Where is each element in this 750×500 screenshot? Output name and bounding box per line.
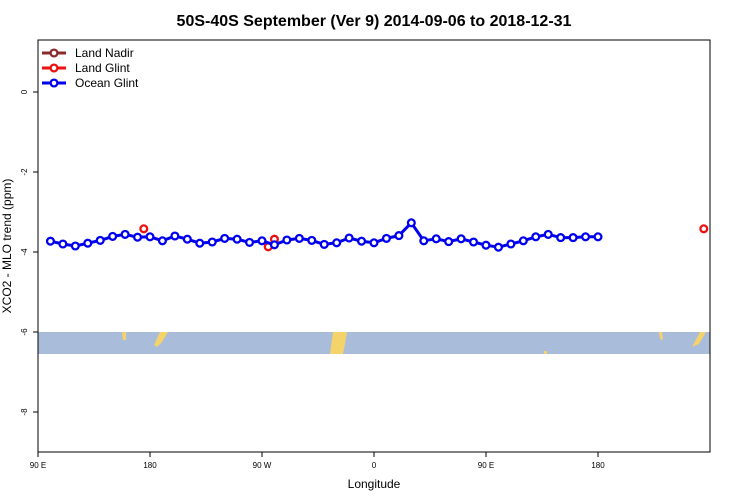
- y-axis-label: XCO2 - MLO trend (ppm): [0, 179, 14, 314]
- land-patch: [122, 332, 126, 340]
- data-point: [344, 233, 354, 243]
- data-point: [145, 232, 155, 242]
- y-tick-label: -6: [20, 328, 29, 336]
- data-point: [294, 233, 304, 243]
- data-point: [307, 235, 317, 245]
- data-point: [556, 233, 566, 243]
- x-tick-label: 180: [143, 461, 157, 470]
- data-point: [593, 232, 603, 242]
- series-layer: [45, 218, 709, 252]
- data-point: [394, 231, 404, 241]
- data-point: [699, 224, 709, 234]
- x-axis-label: Longitude: [348, 477, 401, 491]
- data-point: [419, 236, 429, 246]
- y-tick-label: -2: [20, 168, 29, 176]
- data-point: [531, 232, 541, 242]
- data-point: [282, 235, 292, 245]
- data-point: [108, 231, 118, 241]
- y-tick-label: -8: [20, 408, 29, 416]
- land-patch: [659, 332, 663, 340]
- data-point: [456, 234, 466, 244]
- data-point: [58, 239, 68, 249]
- data-point: [133, 232, 143, 242]
- data-point: [568, 233, 578, 243]
- data-point: [406, 218, 416, 228]
- land-patch: [692, 332, 706, 347]
- y-tick-label: 0: [20, 89, 29, 94]
- data-point: [369, 238, 379, 248]
- data-point: [220, 233, 230, 243]
- data-point: [332, 238, 342, 248]
- data-point: [207, 237, 217, 247]
- data-point: [506, 239, 516, 249]
- x-tick-label: 180: [591, 461, 605, 470]
- data-point: [139, 224, 149, 234]
- data-point: [45, 236, 55, 246]
- data-point: [543, 229, 553, 239]
- data-point: [431, 234, 441, 244]
- data-point: [481, 240, 491, 250]
- data-point: [493, 242, 503, 252]
- axes: 90 E 180 90 W 0 90 E 180 0 -2 -4 -6 -8: [20, 89, 605, 470]
- legend-label: Land Nadir: [75, 46, 134, 60]
- legend-swatch-marker: [49, 78, 59, 88]
- land-patch: [330, 332, 347, 354]
- data-point: [469, 237, 479, 247]
- data-point: [157, 236, 167, 246]
- data-point: [95, 235, 105, 245]
- data-point: [83, 238, 93, 248]
- land-patch: [544, 351, 547, 354]
- ocean-band: [38, 332, 710, 354]
- data-point: [269, 240, 279, 250]
- data-point: [232, 234, 242, 244]
- data-point: [245, 237, 255, 247]
- data-point: [319, 239, 329, 249]
- data-point: [120, 229, 130, 239]
- x-tick-label: 0: [372, 461, 377, 470]
- legend-label: Ocean Glint: [75, 76, 139, 90]
- x-tick-label: 90 E: [478, 461, 494, 470]
- data-point: [518, 236, 528, 246]
- data-point: [170, 231, 180, 241]
- chart-title: 50S-40S September (Ver 9) 2014-09-06 to …: [177, 13, 572, 30]
- legend-label: Land Glint: [75, 61, 130, 75]
- data-point: [581, 232, 591, 242]
- data-point: [195, 238, 205, 248]
- land-patch: [154, 332, 168, 347]
- y-tick-label: -4: [20, 248, 29, 256]
- data-point: [381, 233, 391, 243]
- data-point: [357, 236, 367, 246]
- data-point: [182, 234, 192, 244]
- x-tick-label: 90 W: [253, 461, 272, 470]
- data-point: [70, 241, 80, 251]
- legend-swatch-marker: [49, 63, 59, 73]
- latitude-band: [38, 332, 710, 354]
- x-tick-label: 90 E: [30, 461, 46, 470]
- legend-swatch-marker: [49, 48, 59, 58]
- data-point: [444, 237, 454, 247]
- data-point: [257, 236, 267, 246]
